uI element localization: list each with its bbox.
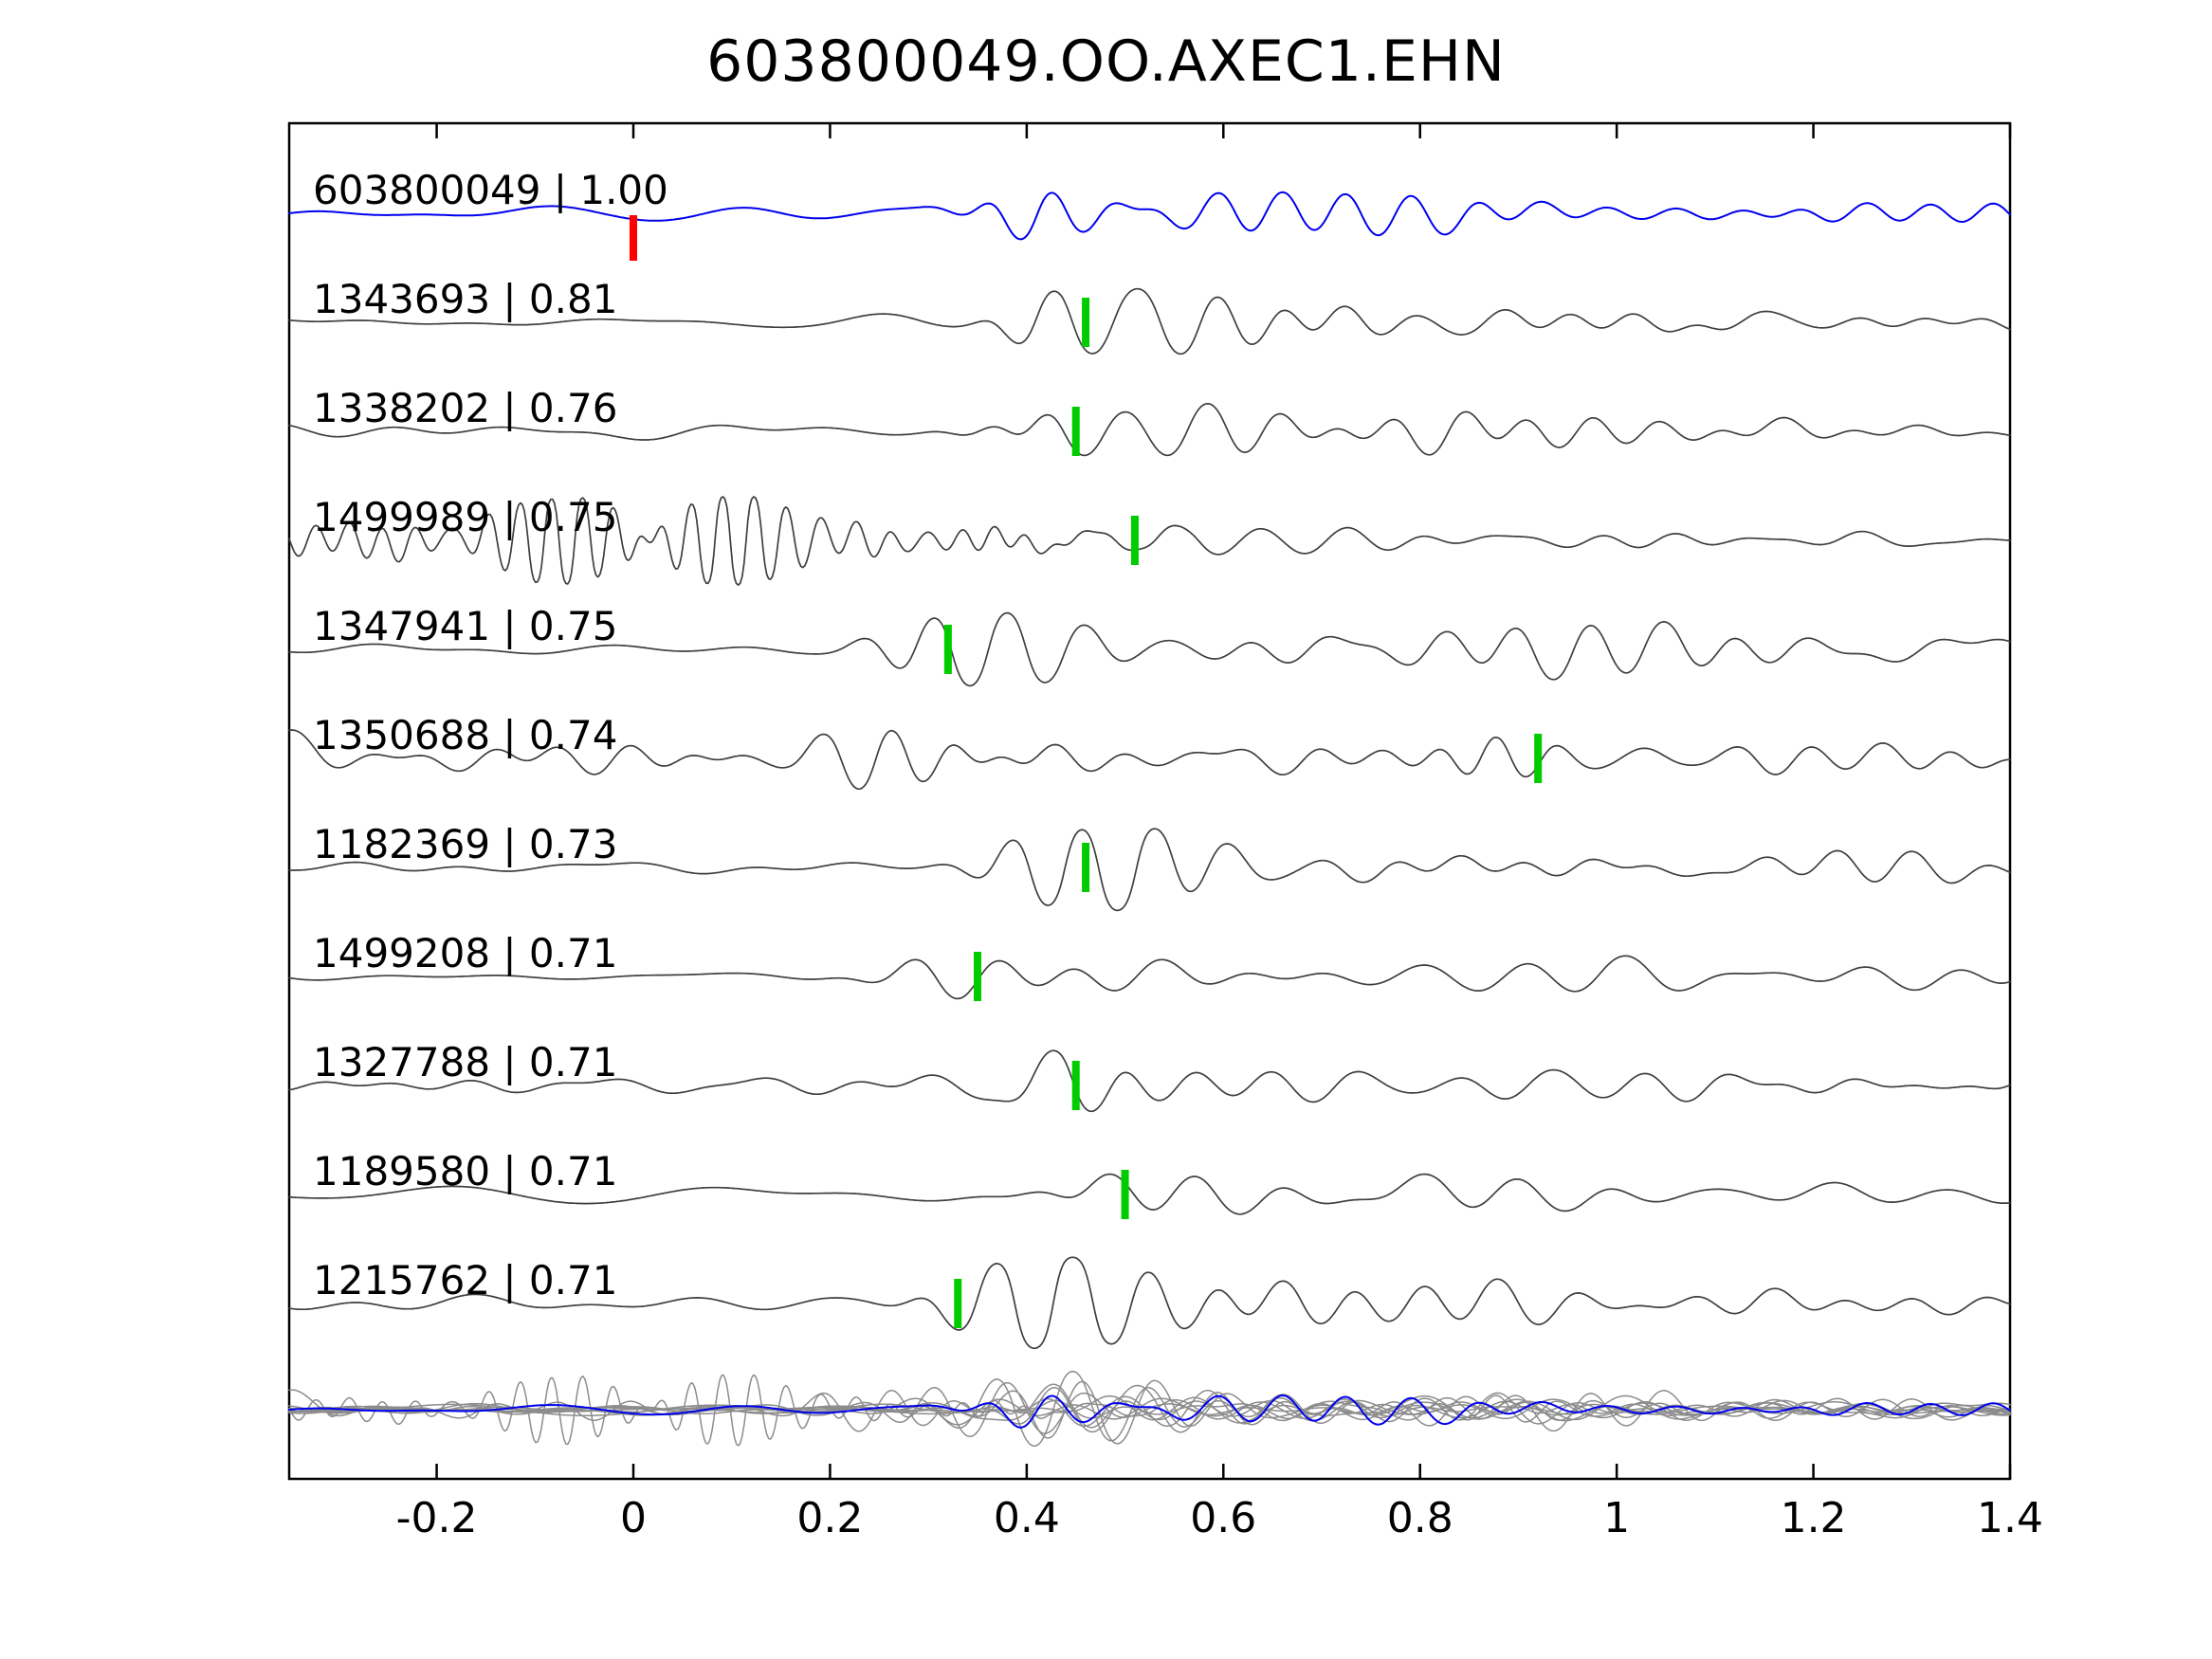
trace-label-1182369: 1182369 | 0.73 xyxy=(313,821,617,867)
trace-path-1338202 xyxy=(288,402,2011,457)
overlay-trace-1347941 xyxy=(288,1381,2011,1438)
trace-label-603800049: 603800049 | 1.00 xyxy=(313,167,668,213)
trace-path-1350688 xyxy=(288,729,2011,791)
trace-path-1327788 xyxy=(288,1049,2011,1113)
trace-path-603800049 xyxy=(288,191,2011,241)
trace-label-1327788: 1327788 | 0.71 xyxy=(313,1039,617,1085)
trace-path-1499989 xyxy=(288,496,2011,586)
trace-path-1347941 xyxy=(288,611,2011,687)
trace-label-1499989: 1499989 | 0.75 xyxy=(313,494,617,540)
trace-path-1189580 xyxy=(288,1173,2011,1215)
trace-label-1189580: 1189580 | 0.71 xyxy=(313,1148,617,1194)
trace-label-1350688: 1350688 | 0.74 xyxy=(313,712,617,758)
x-tick-label: -0.2 xyxy=(396,1494,478,1542)
x-tick-label: 1 xyxy=(1603,1494,1630,1542)
trace-path-1182369 xyxy=(288,828,2011,912)
trace-path-1215762 xyxy=(288,1256,2011,1350)
x-tick-label: 1.4 xyxy=(1977,1494,2043,1542)
trace-path-1499208 xyxy=(288,955,2011,1000)
trace-label-1338202: 1338202 | 0.76 xyxy=(313,385,617,431)
trace-label-1347941: 1347941 | 0.75 xyxy=(313,603,617,649)
overlay-reference-trace xyxy=(288,1395,2011,1429)
x-tick-label: 0.2 xyxy=(796,1494,863,1542)
plot-border xyxy=(287,121,2012,1481)
trace-label-1215762: 1215762 | 0.71 xyxy=(313,1257,617,1304)
x-tick-label: 0.6 xyxy=(1190,1494,1256,1542)
trace-label-1343693: 1343693 | 0.81 xyxy=(313,276,617,322)
overlay-trace-1327788 xyxy=(288,1383,2011,1429)
x-tick-label: 0.8 xyxy=(1387,1494,1453,1542)
overlay-trace-1215762 xyxy=(288,1370,2011,1448)
x-tick-label: 0 xyxy=(620,1494,647,1542)
figure-title: 603800049.OO.AXEC1.EHN xyxy=(706,28,1506,95)
x-tick-label: 1.2 xyxy=(1781,1494,1847,1542)
overlay-trace-1189580 xyxy=(288,1395,2011,1424)
x-tick-label: 0.4 xyxy=(994,1494,1060,1542)
trace-path-1343693 xyxy=(288,287,2011,356)
trace-label-1499208: 1499208 | 0.71 xyxy=(313,930,617,976)
